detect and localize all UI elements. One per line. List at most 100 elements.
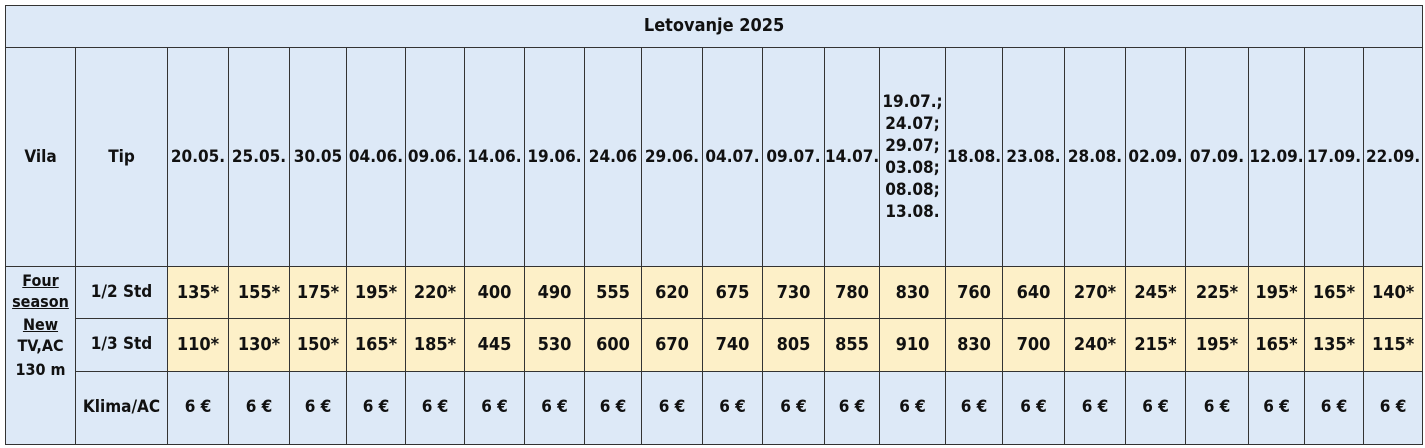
price-cell: 165* <box>1248 318 1305 372</box>
date-header-multi: 19.07.; 24.07; 29.07; 03.08; 08.08; 13.0… <box>879 47 946 268</box>
ac-price-cell: 6 € <box>702 370 763 446</box>
date-header: 02.09. <box>1125 47 1186 268</box>
price-cell: 270* <box>1064 266 1126 320</box>
row-type: Klima/AC <box>75 370 168 446</box>
ac-price-cell: 6 € <box>289 370 347 446</box>
price-cell: 910 <box>879 318 946 372</box>
ac-price-cell: 6 € <box>228 370 290 446</box>
price-cell: 130* <box>228 318 290 372</box>
ac-price-cell: 6 € <box>762 370 825 446</box>
header-row: Vila Tip 20.05. 25.05. 30.05 04.06. 09.0… <box>5 47 1424 268</box>
ac-price-cell: 6 € <box>824 370 880 446</box>
price-cell: 445 <box>464 318 525 372</box>
villa-size: 130 m <box>15 360 66 380</box>
date-header: 07.09. <box>1185 47 1249 268</box>
date-header: 17.09. <box>1304 47 1364 268</box>
price-table-container: Letovanje 2025 Vila Tip 20.05. 25.05. 30… <box>4 4 1424 446</box>
price-cell: 150* <box>289 318 347 372</box>
price-cell: 245* <box>1125 266 1186 320</box>
price-cell: 135* <box>167 266 229 320</box>
price-cell: 700 <box>1002 318 1065 372</box>
table-row: 1/3 Std 110* 130* 150* 165* 185* 445 530… <box>6 318 1424 372</box>
price-cell: 215* <box>1125 318 1186 372</box>
villa-name-line2[interactable]: season <box>12 291 69 311</box>
price-cell: 620 <box>641 266 703 320</box>
ac-price-cell: 6 € <box>879 370 946 446</box>
date-header: 04.07. <box>702 47 763 268</box>
price-cell: 555 <box>584 266 642 320</box>
price-cell: 185* <box>405 318 465 372</box>
date-header: 24.06 <box>584 47 642 268</box>
price-cell: 140* <box>1362 266 1424 320</box>
row-type: 1/3 Std <box>75 318 168 372</box>
price-cell: 490 <box>524 266 585 320</box>
date-header: 28.08. <box>1064 47 1126 268</box>
price-cell: 175* <box>289 266 347 320</box>
ac-price-cell: 6 € <box>167 370 229 446</box>
price-cell: 165* <box>346 318 406 372</box>
date-header: 09.07. <box>762 47 825 268</box>
ac-price-cell: 6 € <box>346 370 406 446</box>
header-vila: Vila <box>5 47 76 268</box>
price-cell: 110* <box>167 318 229 372</box>
date-header-multi-text: 19.07.; 24.07; 29.07; 03.08; 08.08; 13.0… <box>882 91 943 223</box>
date-header: 23.08. <box>1002 47 1065 268</box>
price-cell: 670 <box>641 318 703 372</box>
price-cell: 195* <box>346 266 406 320</box>
date-header: 04.06. <box>346 47 406 268</box>
price-cell: 855 <box>824 318 880 372</box>
price-cell: 780 <box>824 266 880 320</box>
ac-price-cell: 6 € <box>945 370 1003 446</box>
price-cell: 195* <box>1185 318 1249 372</box>
ac-price-cell: 6 € <box>641 370 703 446</box>
ac-price-cell: 6 € <box>1125 370 1186 446</box>
date-header: 29.06. <box>641 47 703 268</box>
row-type: 1/2 Std <box>75 266 168 320</box>
price-cell: 220* <box>405 266 465 320</box>
price-cell: 830 <box>879 266 946 320</box>
ac-price-cell: 6 € <box>1248 370 1305 446</box>
ac-price-cell: 6 € <box>1304 370 1364 446</box>
table-row: Four season New TV,AC 130 m 1/2 Std 135*… <box>5 266 1424 445</box>
date-header: 22.09. <box>1362 47 1424 268</box>
price-cell: 165* <box>1304 266 1364 320</box>
date-header: 18.08. <box>945 47 1003 268</box>
ac-price-cell: 6 € <box>1064 370 1126 446</box>
ac-price-cell: 6 € <box>524 370 585 446</box>
villa-amenities: TV,AC <box>17 335 64 355</box>
ac-price-cell: 6 € <box>464 370 525 446</box>
date-header: 12.09. <box>1248 47 1305 268</box>
price-cell: 530 <box>524 318 585 372</box>
villa-name-line1[interactable]: Four <box>22 271 59 291</box>
price-cell: 225* <box>1185 266 1249 320</box>
villa-cell: Four season New TV,AC 130 m <box>5 266 76 445</box>
date-header: 25.05. <box>228 47 290 268</box>
price-cell: 240* <box>1064 318 1126 372</box>
date-header: 20.05. <box>167 47 229 268</box>
villa-name-line3[interactable]: New <box>22 314 59 334</box>
date-header: 30.05 <box>289 47 347 268</box>
date-header: 14.06. <box>464 47 525 268</box>
price-cell: 760 <box>945 266 1003 320</box>
price-table: Letovanje 2025 Vila Tip 20.05. 25.05. 30… <box>4 4 1424 446</box>
date-header: 14.07. <box>824 47 880 268</box>
header-tip: Tip <box>75 47 168 268</box>
ac-price-cell: 6 € <box>1002 370 1065 446</box>
price-cell: 640 <box>1002 266 1065 320</box>
price-cell: 675 <box>702 266 763 320</box>
ac-price-cell: 6 € <box>405 370 465 446</box>
table-title: Letovanje 2025 <box>4 4 1424 49</box>
price-cell: 195* <box>1248 266 1305 320</box>
table-row: Klima/AC 6 € 6 € 6 € 6 € 6 € 6 € 6 € 6 €… <box>6 370 1424 446</box>
price-cell: 740 <box>702 318 763 372</box>
price-cell: 730 <box>762 266 825 320</box>
ac-price-cell: 6 € <box>1185 370 1249 446</box>
price-cell: 830 <box>945 318 1003 372</box>
price-cell: 400 <box>464 266 525 320</box>
price-cell: 115* <box>1362 318 1424 372</box>
price-cell: 155* <box>228 266 290 320</box>
ac-price-cell: 6 € <box>584 370 642 446</box>
ac-price-cell: 6 € <box>1362 370 1424 446</box>
price-cell: 805 <box>762 318 825 372</box>
price-cell: 135* <box>1304 318 1364 372</box>
